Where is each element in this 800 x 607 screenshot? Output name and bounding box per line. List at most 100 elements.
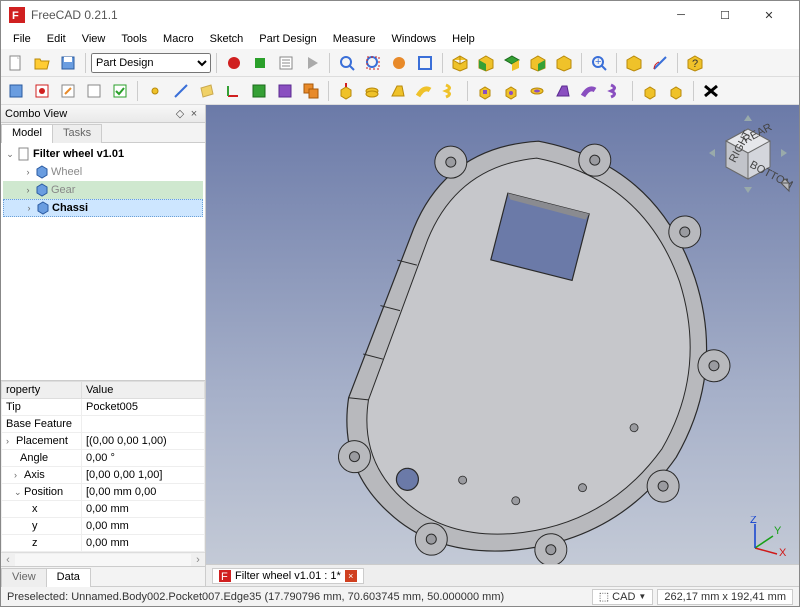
close-panel-icon[interactable]: × xyxy=(187,108,201,120)
loft-button[interactable] xyxy=(386,79,410,103)
axis-indicator: X Y Z xyxy=(747,516,787,556)
subshapebinder-button[interactable] xyxy=(273,79,297,103)
fillet-button[interactable] xyxy=(638,79,662,103)
tree-root[interactable]: ⌄ Filter wheel v1.01 xyxy=(3,145,203,163)
menu-help[interactable]: Help xyxy=(444,31,483,47)
minimize-button[interactable]: ─ xyxy=(659,1,703,29)
subpipe-button[interactable] xyxy=(577,79,601,103)
menu-tools[interactable]: Tools xyxy=(113,31,155,47)
measure-angular-button[interactable] xyxy=(648,51,672,75)
scrollbar[interactable]: ‹› xyxy=(1,552,205,566)
open-file-button[interactable] xyxy=(30,51,54,75)
menu-view[interactable]: View xyxy=(74,31,114,47)
groove-button[interactable] xyxy=(525,79,549,103)
view-iso-button[interactable] xyxy=(448,51,472,75)
menu-sketch[interactable]: Sketch xyxy=(202,31,252,47)
zoom-fit-button[interactable] xyxy=(335,51,359,75)
view-rear-button[interactable] xyxy=(552,51,576,75)
3d-viewport[interactable]: RIGHT BOTTOM REAR X Y Z F Filter wheel v… xyxy=(206,105,799,586)
combo-view-panel: Combo View ◇ × Model Tasks ⌄ Filter whee… xyxy=(1,105,206,586)
tab-tasks[interactable]: Tasks xyxy=(52,124,102,143)
nav-style-selector[interactable]: ⬚CAD▼ xyxy=(592,589,654,605)
prop-row[interactable]: z0,00 mm xyxy=(2,535,205,552)
app-logo-icon: F xyxy=(219,570,231,582)
maximize-button[interactable]: ☐ xyxy=(703,1,747,29)
document-tab[interactable]: F Filter wheel v1.01 : 1* × xyxy=(212,568,364,584)
datum-point-button[interactable] xyxy=(143,79,167,103)
menu-file[interactable]: File xyxy=(5,31,39,47)
helix-button[interactable] xyxy=(438,79,462,103)
datum-cs-button[interactable] xyxy=(221,79,245,103)
expand-icon[interactable]: › xyxy=(23,185,33,195)
view-front-button[interactable] xyxy=(474,51,498,75)
chamfer-button[interactable] xyxy=(664,79,688,103)
clone-button[interactable] xyxy=(299,79,323,103)
tab-data[interactable]: Data xyxy=(46,568,91,587)
draw-style-button[interactable] xyxy=(387,51,411,75)
prop-row[interactable]: y0,00 mm xyxy=(2,518,205,535)
prop-row[interactable]: TipPocket005 xyxy=(2,399,205,416)
tree-item-wheel[interactable]: › Wheel xyxy=(3,163,203,181)
navigation-cube[interactable]: RIGHT BOTTOM REAR xyxy=(703,111,793,201)
map-sketch-button[interactable] xyxy=(82,79,106,103)
more-button[interactable] xyxy=(699,79,723,103)
datum-plane-button[interactable] xyxy=(195,79,219,103)
prop-row[interactable]: ›Axis[0,00 0,00 1,00] xyxy=(2,467,205,484)
create-sketch-button[interactable] xyxy=(30,79,54,103)
whats-this-button[interactable]: ? xyxy=(683,51,707,75)
property-table: ropertyValue TipPocket005 Base Feature ›… xyxy=(1,380,205,566)
prop-row[interactable]: Base Feature xyxy=(2,416,205,433)
prop-header-name: roperty xyxy=(2,382,82,399)
tab-model[interactable]: Model xyxy=(1,124,53,143)
pipe-button[interactable] xyxy=(412,79,436,103)
edit-sketch-button[interactable] xyxy=(56,79,80,103)
view-right-button[interactable] xyxy=(526,51,550,75)
svg-text:+: + xyxy=(595,56,601,68)
navcube-right-icon[interactable] xyxy=(781,149,787,157)
tree-item-gear[interactable]: › Gear xyxy=(3,181,203,199)
svg-text:Y: Y xyxy=(774,525,782,537)
prop-row[interactable]: ›Placement[(0,00 0,00 1,00) xyxy=(2,433,205,450)
measure-linear-button[interactable] xyxy=(622,51,646,75)
zoom-selection-button[interactable] xyxy=(361,51,385,75)
prop-row[interactable]: Angle0,00 ° xyxy=(2,450,205,467)
view-top-button[interactable] xyxy=(500,51,524,75)
save-file-button[interactable] xyxy=(56,51,80,75)
macro-stop-button[interactable] xyxy=(248,51,272,75)
macro-list-button[interactable] xyxy=(274,51,298,75)
menu-edit[interactable]: Edit xyxy=(39,31,74,47)
expand-icon[interactable]: › xyxy=(24,203,34,213)
menu-partdesign[interactable]: Part Design xyxy=(251,31,324,47)
menu-windows[interactable]: Windows xyxy=(384,31,445,47)
subloft-button[interactable] xyxy=(551,79,575,103)
macro-play-button[interactable] xyxy=(300,51,324,75)
menu-macro[interactable]: Macro xyxy=(155,31,202,47)
revolution-button[interactable] xyxy=(360,79,384,103)
menu-measure[interactable]: Measure xyxy=(325,31,384,47)
navcube-left-icon[interactable] xyxy=(709,149,715,157)
create-body-button[interactable] xyxy=(4,79,28,103)
shapebinder-button[interactable] xyxy=(247,79,271,103)
macro-record-button[interactable] xyxy=(222,51,246,75)
navcube-up-icon[interactable] xyxy=(744,115,752,121)
tree-item-chassi[interactable]: › Chassi xyxy=(3,199,203,217)
datum-line-button[interactable] xyxy=(169,79,193,103)
pad-button[interactable] xyxy=(334,79,358,103)
expand-icon[interactable]: › xyxy=(23,167,33,177)
undock-icon[interactable]: ◇ xyxy=(173,107,187,120)
pocket-button[interactable] xyxy=(473,79,497,103)
hole-button[interactable] xyxy=(499,79,523,103)
navcube-down-icon[interactable] xyxy=(744,187,752,193)
new-file-button[interactable] xyxy=(4,51,28,75)
subhelix-button[interactable] xyxy=(603,79,627,103)
bounding-box-button[interactable] xyxy=(413,51,437,75)
expand-icon[interactable]: ⌄ xyxy=(5,149,15,160)
tab-view[interactable]: View xyxy=(1,568,47,587)
validate-sketch-button[interactable] xyxy=(108,79,132,103)
close-button[interactable]: ✕ xyxy=(747,1,791,29)
close-tab-icon[interactable]: × xyxy=(345,570,357,582)
prop-row[interactable]: ⌄Position[0,00 mm 0,00 xyxy=(2,484,205,501)
zoom-in-button[interactable]: + xyxy=(587,51,611,75)
workbench-selector[interactable]: Part Design xyxy=(91,53,211,73)
prop-row[interactable]: x0,00 mm xyxy=(2,501,205,518)
